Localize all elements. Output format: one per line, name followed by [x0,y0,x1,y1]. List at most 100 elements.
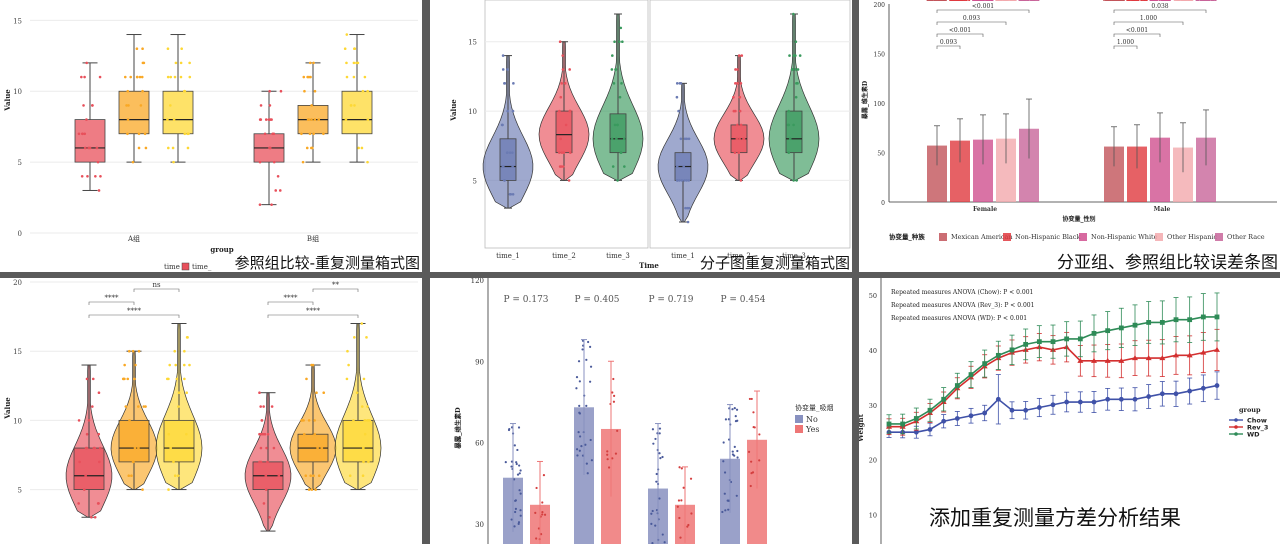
data-point [1173,391,1179,397]
data-point [578,404,581,408]
data-point [260,419,264,422]
bar [1150,137,1170,202]
significance-bracket [88,314,180,318]
legend-title: 协变量_种族 [889,232,925,241]
data-point [1132,396,1138,402]
data-point [1197,0,1200,1]
data-point [357,146,360,150]
data-point [128,419,131,422]
data-point [1202,0,1205,1]
data-point [97,432,101,436]
data-point [1126,0,1129,1]
data-point [367,419,370,422]
data-point [929,0,932,1]
data-point [652,442,655,445]
data-point [736,449,739,453]
data-point [618,95,622,99]
data-point [1150,0,1153,1]
data-point [1187,317,1193,323]
data-point [87,146,90,150]
y-tick-label: 15 [13,17,22,25]
data-point [316,446,319,450]
data-point [1159,320,1165,325]
data-point [142,405,146,408]
data-point [1180,0,1183,1]
data-point [91,405,94,408]
data-point [663,541,666,544]
data-point [129,75,133,79]
data-point [304,474,308,478]
legend-label: time [164,263,180,271]
data-point [166,146,170,150]
data-point [654,437,657,441]
data-point [1014,0,1017,1]
data-point [787,151,791,154]
data-point [956,0,959,1]
data-point [622,137,626,141]
data-point [732,95,735,99]
bar [950,140,970,202]
data-point [268,515,271,519]
x-axis-label: Time [639,261,659,270]
data-point [606,450,609,453]
data-point [92,446,96,450]
data-point [367,460,370,464]
data-point [1103,0,1106,1]
data-point [355,391,359,395]
data-point [1029,0,1032,1]
data-point [1091,357,1097,363]
panel-caption: 添加重复测量方差分析结果 [929,506,1181,530]
legend-label: Chow [1247,417,1267,425]
data-point [618,40,621,44]
data-point [786,123,790,127]
data-point [1200,0,1203,1]
y-tick-label: 15 [468,39,477,47]
data-point [348,474,352,478]
data-point [558,151,561,154]
data-point [680,467,683,470]
data-point [749,484,752,488]
y-axis-label: 暴露_维生素D [861,81,869,120]
data-point [686,525,689,528]
data-point [268,146,272,150]
data-point [731,450,734,453]
data-point [926,0,929,1]
data-point [174,363,178,367]
data-point [135,75,139,79]
legend-key [1079,233,1087,241]
data-point [687,137,691,141]
x-tick-label: time_3 [782,252,806,260]
data-point [516,448,519,452]
boxplot-chart: 0 5 10 15 Value A组 B组 group time time_ [3,17,418,271]
data-point [83,132,87,136]
data-point [679,536,682,539]
data-point [611,391,614,394]
data-point [1132,355,1138,361]
data-point [353,104,356,107]
data-point [606,458,609,461]
data-point [322,391,326,395]
data-point [268,89,271,93]
data-point [543,513,547,516]
bar [1019,128,1039,202]
data-point [365,336,368,339]
data-point [611,54,614,57]
data-point [1064,399,1070,405]
data-point [982,361,988,366]
data-point [258,203,262,206]
data-point [352,75,356,79]
data-point [98,460,101,464]
x-tick-label: time_2 [552,252,576,260]
data-point [86,174,89,178]
data-point [952,0,955,1]
significance-label: **** [127,307,142,315]
panel-violin-significance: 5 10 15 20 Value ns **** **** ** **** **** [0,278,422,544]
data-point [1010,0,1013,1]
data-point [515,462,518,466]
significance-label: ns [152,281,161,289]
data-point [1214,383,1220,388]
data-point [508,151,512,154]
data-point [363,419,367,422]
data-point [188,61,191,65]
y-tick-label: 30 [475,521,484,529]
